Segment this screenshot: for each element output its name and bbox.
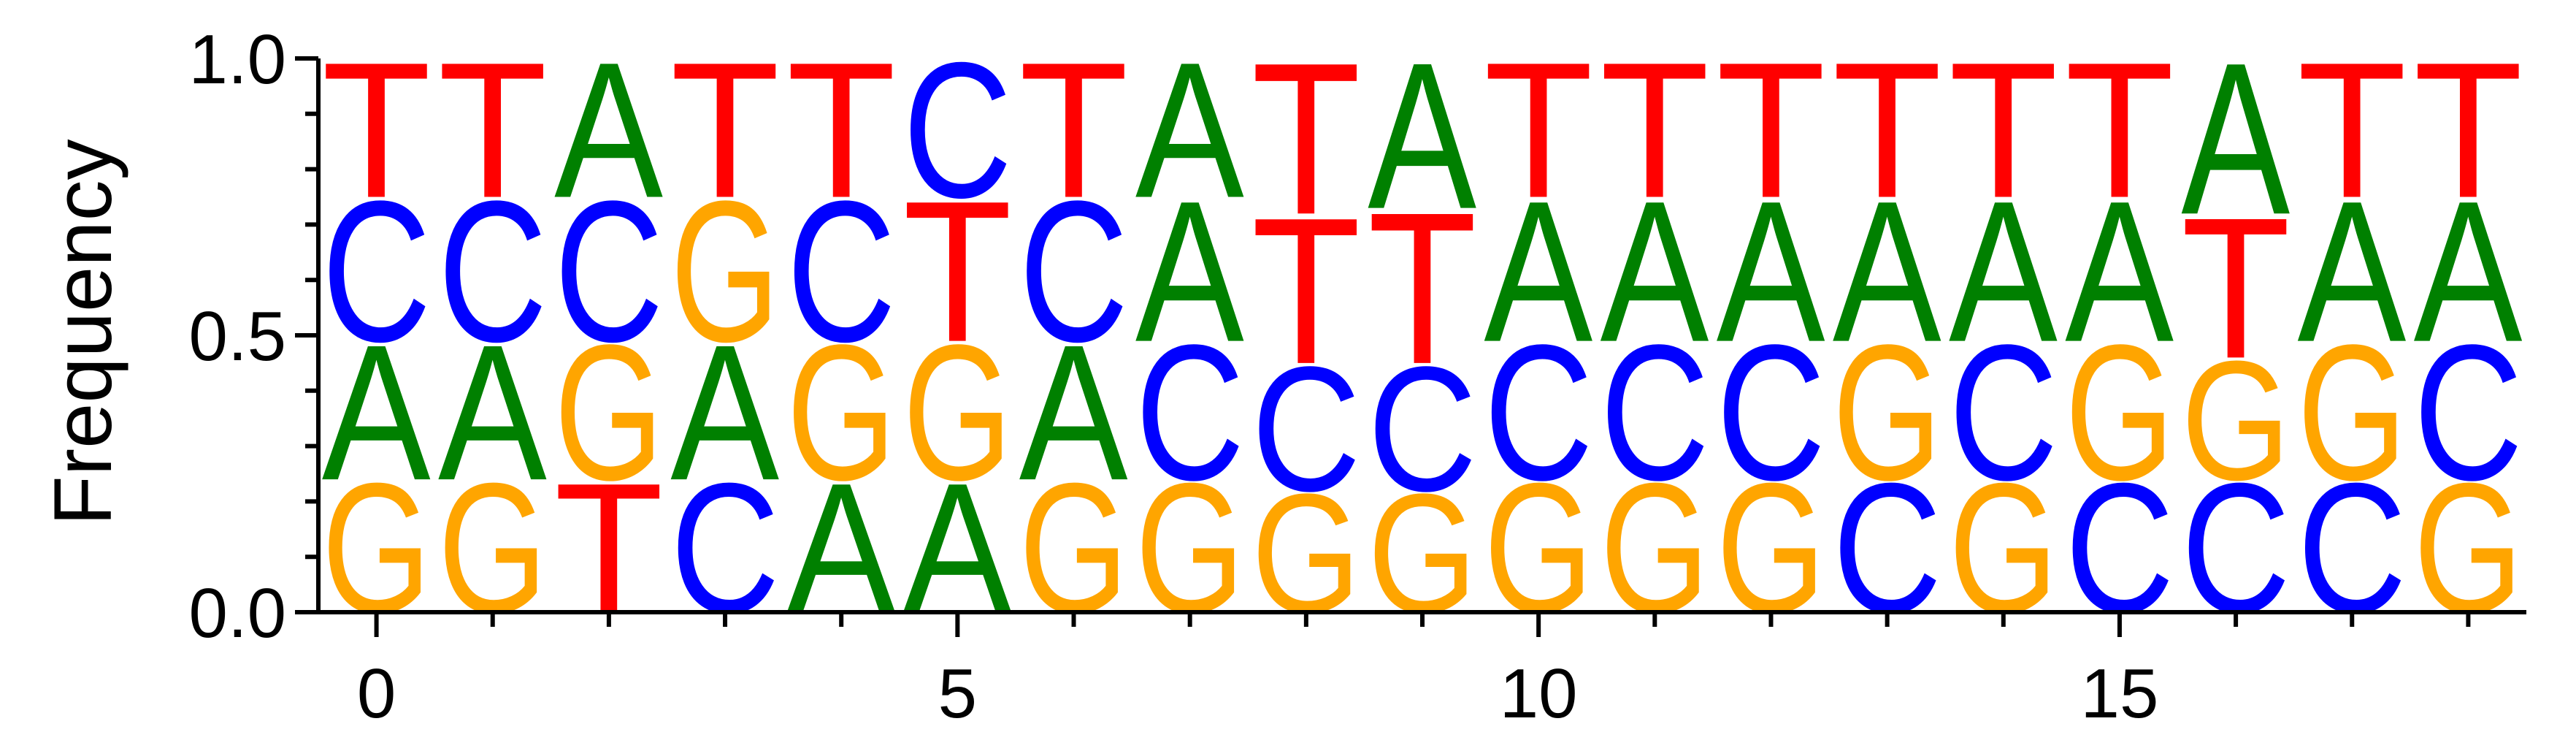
y-tick-label: 1.0 xyxy=(189,20,286,99)
logo-letter-T-pos16: T xyxy=(2181,176,2291,400)
logo-letter-G-pos16: G xyxy=(2181,327,2291,516)
logo-letter-T-pos6: T xyxy=(1019,23,1129,239)
logo-letter-A-pos11: A xyxy=(1601,159,1709,384)
logo-letter-A-pos7: A xyxy=(1135,22,1244,238)
logo-letter-C-pos2: C xyxy=(554,159,664,384)
y-tick-label: 0.5 xyxy=(189,297,286,376)
logo-letter-C-pos11: C xyxy=(1601,305,1710,521)
logo-letter-A-pos9: A xyxy=(1368,20,1477,253)
logo-letter-A-pos15: A xyxy=(2065,159,2174,384)
logo-letter-A-pos0: A xyxy=(322,304,431,520)
logo-letter-C-pos7: C xyxy=(1135,305,1245,521)
y-axis-title: Frequency xyxy=(37,139,129,525)
logo-letter-T-pos10: T xyxy=(1484,23,1593,239)
logo-letter-A-pos2: A xyxy=(554,22,663,238)
logo-letter-C-pos4: C xyxy=(786,159,896,384)
logo-letter-C-pos10: C xyxy=(1484,305,1593,521)
logo-letter-A-pos16: A xyxy=(2181,17,2291,259)
logo-letter-C-pos1: C xyxy=(438,159,548,384)
logo-letter-T-pos3: T xyxy=(670,23,780,239)
logo-letter-A-pos10: A xyxy=(1484,159,1592,384)
logo-letter-G-pos15: G xyxy=(2065,305,2174,521)
logo-letter-C-pos6: C xyxy=(1019,159,1129,384)
logo-letter-T-pos4: T xyxy=(786,23,896,239)
logo-letter-T-pos8: T xyxy=(1251,18,1361,259)
logo-letter-A-pos1: A xyxy=(438,304,547,520)
logo-letter-C-pos14: C xyxy=(1949,305,2058,521)
y-tick-label: 0.0 xyxy=(189,574,286,652)
x-tick-label: 10 xyxy=(1500,655,1578,733)
logo-letter-C-pos9: C xyxy=(1368,329,1477,528)
logo-letter-T-pos5: T xyxy=(903,159,1013,384)
axis-tick-layer: 0.0 0.5 1.0 0 5 10 15 xyxy=(189,20,2471,733)
logo-letter-A-pos14: A xyxy=(1949,159,2058,384)
logo-letter-T-pos0: T xyxy=(322,23,432,239)
logo-letter-G-pos13: G xyxy=(1833,305,1942,521)
logo-letter-T-pos1: T xyxy=(438,23,548,239)
logo-letter-A-pos7: A xyxy=(1135,159,1244,384)
logo-letter-T-pos15: T xyxy=(2065,23,2174,239)
logo-letter-A-pos12: A xyxy=(1717,159,1825,384)
logo-letter-T-pos18: T xyxy=(2414,23,2523,239)
logo-letter-C-pos0: C xyxy=(322,159,432,384)
logo-letter-T-pos9: T xyxy=(1368,167,1477,409)
logo-letter-A-pos18: A xyxy=(2414,159,2523,384)
logo-letter-A-pos17: A xyxy=(2297,159,2406,384)
logo-letter-G-pos17: G xyxy=(2297,305,2407,521)
logo-letter-T-pos12: T xyxy=(1717,23,1826,239)
logo-letter-G-pos5: G xyxy=(903,305,1013,521)
logo-letter-C-pos12: C xyxy=(1717,305,1826,521)
logo-letter-T-pos14: T xyxy=(1949,23,2058,239)
logo-letter-A-pos6: A xyxy=(1019,304,1128,520)
logo-letter-A-pos13: A xyxy=(1833,159,1941,384)
logo-letter-G-pos3: G xyxy=(670,159,780,384)
logo-letter-C-pos8: C xyxy=(1251,329,1361,528)
logo-letter-T-pos13: T xyxy=(1833,23,1942,239)
logo-letter-T-pos11: T xyxy=(1601,23,1710,239)
logo-letter-C-pos5: C xyxy=(903,23,1013,238)
logo-letter-T-pos8: T xyxy=(1251,175,1361,408)
logo-glyph-layer: GACTGACTTGCACAGTAGCTAGTCGACTGCAAGCTTGCTA… xyxy=(322,17,2523,652)
logo-letter-A-pos3: A xyxy=(670,304,779,520)
x-tick-label: 5 xyxy=(938,655,977,733)
logo-letter-G-pos2: G xyxy=(554,305,664,521)
x-tick-label: 0 xyxy=(357,655,396,733)
logo-letter-G-pos4: G xyxy=(786,305,896,521)
x-tick-label: 15 xyxy=(2081,655,2159,733)
logo-letter-T-pos17: T xyxy=(2297,23,2407,239)
logo-letter-C-pos18: C xyxy=(2414,305,2523,521)
